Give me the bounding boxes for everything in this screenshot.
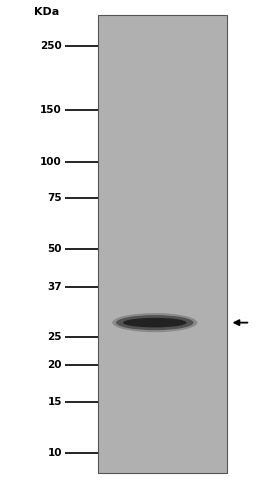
Text: KDa: KDa (34, 7, 59, 17)
Bar (98, 15, 227, 473)
Text: 50: 50 (47, 244, 62, 254)
Text: 37: 37 (47, 283, 62, 292)
Ellipse shape (112, 313, 197, 332)
Ellipse shape (116, 315, 194, 330)
Text: 10: 10 (47, 448, 62, 458)
Text: 20: 20 (47, 360, 62, 370)
Ellipse shape (123, 318, 187, 327)
Text: 25: 25 (47, 332, 62, 342)
Text: 150: 150 (40, 105, 62, 116)
Text: 100: 100 (40, 157, 62, 167)
Text: 75: 75 (47, 193, 62, 203)
Text: 250: 250 (40, 41, 62, 51)
Text: 15: 15 (47, 397, 62, 407)
